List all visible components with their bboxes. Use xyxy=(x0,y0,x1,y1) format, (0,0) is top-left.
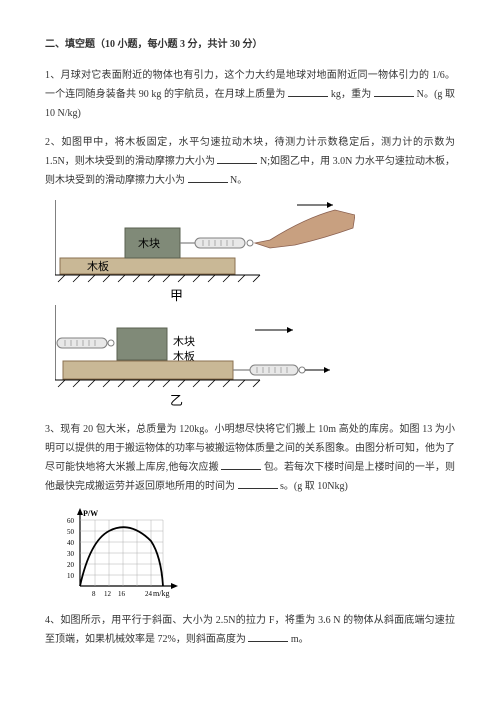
q1-text-b: kg，重为 xyxy=(331,89,372,100)
q4-text-b: m。 xyxy=(291,634,309,645)
label-jia: 甲 xyxy=(170,288,183,303)
svg-text:24: 24 xyxy=(145,590,153,598)
q2-text-c: N。 xyxy=(230,175,247,186)
block-label-yi: 木块 xyxy=(173,335,195,348)
chart-ylabel: P/W xyxy=(83,509,98,518)
svg-text:30: 30 xyxy=(67,550,75,558)
svg-text:16: 16 xyxy=(118,590,126,598)
q2-blank-2 xyxy=(188,171,228,183)
svg-text:60: 60 xyxy=(67,517,75,525)
label-yi: 乙 xyxy=(170,393,183,408)
question-1: 1、月球对它表面附近的物体也有引力，这个力大约是地球对地面附近同一物体引力的 1… xyxy=(45,66,455,123)
block-label-jia: 木块 xyxy=(138,237,160,250)
q1-blank-2 xyxy=(374,85,414,97)
figure-q3: P/W m/kg 60 50 40 30 20 10 8 12 xyxy=(55,506,455,601)
svg-text:10: 10 xyxy=(67,572,75,580)
q1-blank-1 xyxy=(288,85,328,97)
section-title: 二、填空题（10 小题，每小题 3 分，共计 30 分） xyxy=(45,35,455,54)
svg-text:8: 8 xyxy=(92,590,96,598)
question-2: 2、如图甲中，将木板固定，水平匀速拉动木块，待测力计示数稳定后，测力计的示数为 … xyxy=(45,133,455,190)
q4-blank-1 xyxy=(248,630,288,642)
chart-power-mass: P/W m/kg 60 50 40 30 20 10 8 12 xyxy=(55,506,185,601)
diagram-yi: 木块 木板 乙 xyxy=(55,305,355,410)
question-4: 4、如图所示，用平行于斜面、大小为 2.5N的拉力 F，将重为 3.6 N 的物… xyxy=(45,611,455,649)
question-3: 3、现有 20 包大米，总质量为 120kg。小明想尽快将它们搬上 10m 高处… xyxy=(45,420,455,496)
q2-blank-1 xyxy=(217,152,257,164)
svg-text:40: 40 xyxy=(67,539,75,547)
figure-q2: 木板 木块 甲 木块 xyxy=(55,200,455,410)
chart-xlabel: m/kg xyxy=(153,589,169,598)
svg-text:12: 12 xyxy=(104,590,112,598)
svg-text:20: 20 xyxy=(67,561,75,569)
diagram-jia: 木板 木块 甲 xyxy=(55,200,355,305)
q3-blank-2 xyxy=(238,477,278,489)
board-label-jia: 木板 xyxy=(87,259,109,273)
svg-text:50: 50 xyxy=(67,528,75,536)
q3-text-c: s。(g 取 10Nkg) xyxy=(280,481,348,492)
q3-blank-1 xyxy=(221,458,261,470)
